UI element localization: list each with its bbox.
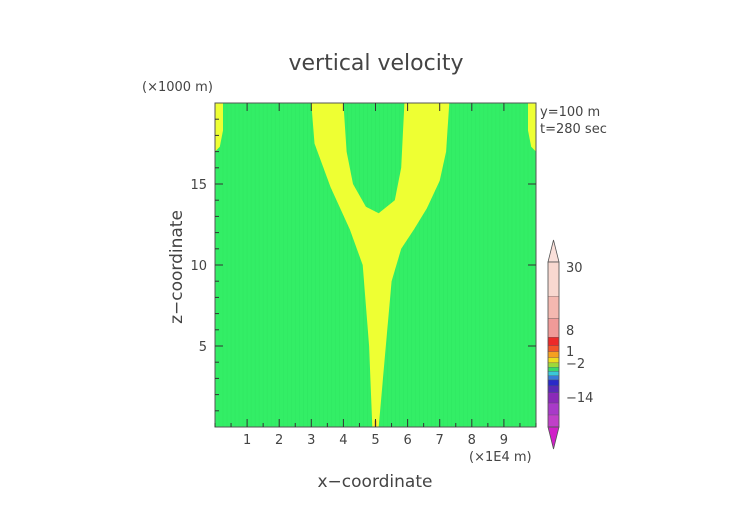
- y-tick-label: 10: [190, 259, 207, 274]
- colorbar-segment: [547, 367, 560, 372]
- colorbar-label: 1: [566, 345, 574, 360]
- region-plume: [311, 103, 450, 427]
- x-tick-label: 1: [243, 433, 251, 448]
- colorbar-segment: [547, 385, 560, 393]
- colorbar-segment: [547, 261, 560, 297]
- colorbar-label: −14: [566, 391, 593, 406]
- colorbar-segment: [547, 371, 560, 376]
- y-tick-label: 5: [199, 340, 207, 355]
- y-axis-label: z−coordinate: [167, 210, 187, 324]
- axes: 1 2 3 4 5 6 7 8 9 5 10 15: [190, 102, 537, 448]
- annotation-t: t=280 sec: [540, 122, 607, 137]
- y-tick-label: 15: [190, 178, 207, 193]
- colorbar-segment: [547, 379, 560, 387]
- x-tick-label: 5: [371, 433, 379, 448]
- x-tick-label: 3: [307, 433, 315, 448]
- colorbar-segment: [547, 402, 560, 416]
- colorbar-segment: [547, 351, 560, 358]
- colorbar-segment: [547, 345, 560, 352]
- x-tick-label: 2: [275, 433, 283, 448]
- colorbar-top-arrow: [547, 239, 560, 263]
- colorbar-segment: [547, 296, 560, 319]
- colorbar-segment: [547, 318, 560, 338]
- plot-area: [214, 103, 537, 427]
- x-unit-label: (×1E4 m): [469, 450, 532, 465]
- colorbar-segment: [547, 357, 560, 364]
- colorbar-segment: [547, 362, 560, 368]
- x-axis-label: x−coordinate: [318, 472, 433, 492]
- chart-title: vertical velocity: [288, 51, 463, 76]
- colorbar-label: 30: [566, 261, 583, 276]
- colorbar-bottom-arrow: [547, 426, 560, 450]
- x-tick-label: 8: [468, 433, 476, 448]
- region-right-edge: [528, 103, 536, 152]
- x-tick-label: 7: [436, 433, 444, 448]
- x-tick-label: 9: [500, 433, 508, 448]
- region-left-edge: [215, 103, 223, 152]
- colorbar-label: 8: [566, 324, 574, 339]
- colorbar: 30 8 1−2 −14: [547, 239, 593, 450]
- annotation-y: y=100 m: [540, 105, 600, 120]
- colorbar-label: −2: [566, 357, 585, 372]
- colorbar-frame: [547, 261, 560, 428]
- x-tick-label: 4: [339, 433, 347, 448]
- colorbar-segment: [547, 337, 560, 346]
- colorbar-segment: [547, 392, 560, 404]
- x-tick-label: 6: [403, 433, 411, 448]
- y-unit-label: (×1000 m): [142, 80, 213, 95]
- colorbar-segment: [547, 375, 560, 381]
- colorbar-segment: [547, 414, 560, 428]
